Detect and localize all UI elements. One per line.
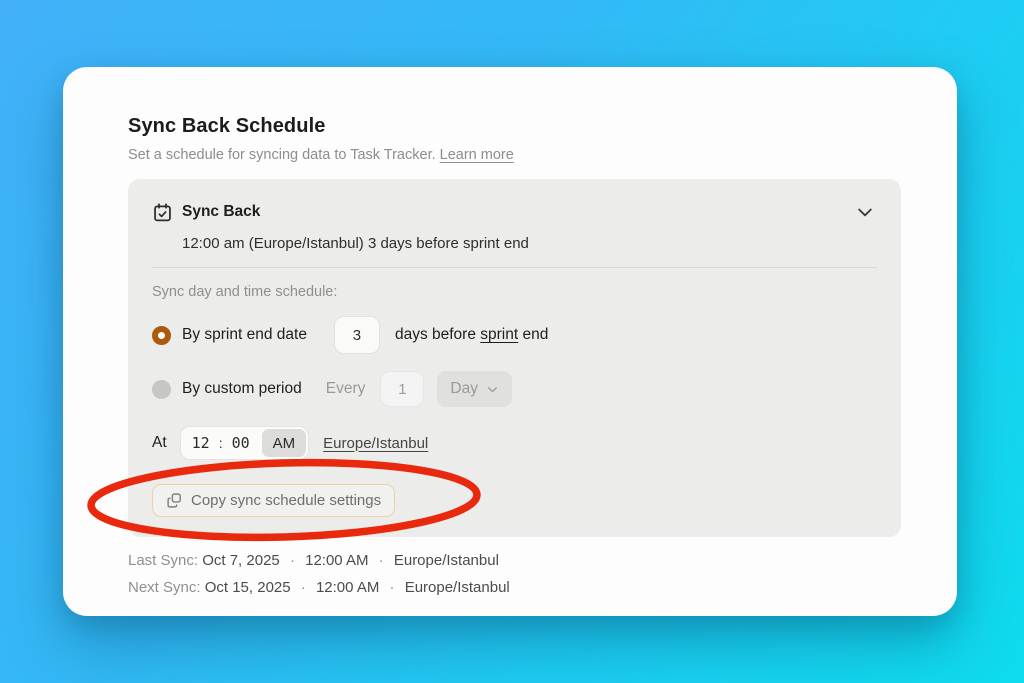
dot-separator: · [389, 579, 395, 596]
meridiem-toggle[interactable]: AM [261, 429, 307, 457]
custom-period-option-row: By custom period Every Day [152, 370, 877, 408]
time-control: 12 : 00 AM [179, 426, 310, 460]
schedule-section-label: Sync day and time schedule: [152, 284, 338, 300]
copy-icon [166, 492, 183, 509]
sprint-end-option-label: By sprint end date [182, 326, 307, 343]
page-subtitle-text: Set a schedule for syncing data to Task … [128, 147, 440, 163]
page-subtitle: Set a schedule for syncing data to Task … [128, 147, 901, 163]
at-label: At [152, 434, 167, 451]
calendar-check-icon [152, 202, 173, 223]
last-sync-date: Oct 7, 2025 [202, 552, 280, 569]
sprint-end-radio[interactable] [152, 325, 171, 345]
next-sync-timezone: Europe/Istanbul [404, 579, 510, 596]
unit-select[interactable]: Day [437, 371, 512, 407]
divider [152, 267, 877, 268]
last-sync-status: Last Sync: Oct 7, 2025 · 12:00 AM · Euro… [128, 552, 901, 569]
interval-input[interactable] [380, 371, 425, 407]
suffix-before-text: days before [394, 326, 481, 343]
dot-separator: · [300, 579, 306, 596]
next-sync-label: Next Sync: [128, 579, 205, 596]
page-title: Sync Back Schedule [128, 115, 326, 137]
sprint-link[interactable]: sprint [480, 326, 519, 343]
suffix-after-text: end [518, 326, 549, 343]
last-sync-label: Last Sync: [128, 552, 203, 569]
collapse-panel-button[interactable] [853, 200, 877, 224]
unit-select-value: Day [450, 380, 478, 397]
sync-back-panel: Sync Back 12:00 am (Europe/Istanbul) 3 d… [128, 179, 901, 537]
sync-settings-card: Sync Back Schedule Set a schedule for sy… [63, 67, 957, 616]
schedule-summary: 12:00 am (Europe/Istanbul) 3 days before… [182, 235, 529, 252]
dot-separator: · [289, 552, 295, 569]
copy-button-label: Copy sync schedule settings [191, 492, 382, 509]
panel-title: Sync Back [182, 203, 261, 220]
time-row: At 12 : 00 AM Europe/Istanbul [152, 426, 877, 460]
last-sync-time: 12:00 AM [305, 552, 369, 569]
dot-separator: · [378, 552, 384, 569]
next-sync-date: Oct 15, 2025 [204, 579, 291, 596]
custom-period-radio[interactable] [152, 379, 171, 399]
last-sync-timezone: Europe/Istanbul [393, 552, 499, 569]
time-separator: : [218, 435, 223, 451]
copy-sync-settings-button[interactable]: Copy sync schedule settings [152, 484, 396, 517]
every-label: Every [325, 380, 366, 397]
chevron-down-icon [855, 202, 875, 222]
sprint-end-option-row: By sprint end date days before sprint en… [152, 316, 877, 354]
next-sync-status: Next Sync: Oct 15, 2025 · 12:00 AM · Eur… [128, 579, 901, 596]
hour-field[interactable]: 12 [191, 434, 210, 452]
select-chevron-icon [486, 383, 499, 396]
next-sync-time: 12:00 AM [315, 579, 380, 596]
learn-more-link[interactable]: Learn more [439, 147, 514, 163]
days-before-input[interactable] [333, 316, 380, 354]
panel-header: Sync Back [152, 200, 877, 224]
custom-period-option-label: By custom period [182, 380, 302, 397]
minute-field[interactable]: 00 [231, 434, 250, 452]
days-before-suffix: days before sprint end [395, 326, 548, 344]
timezone-link[interactable]: Europe/Istanbul [323, 434, 429, 452]
